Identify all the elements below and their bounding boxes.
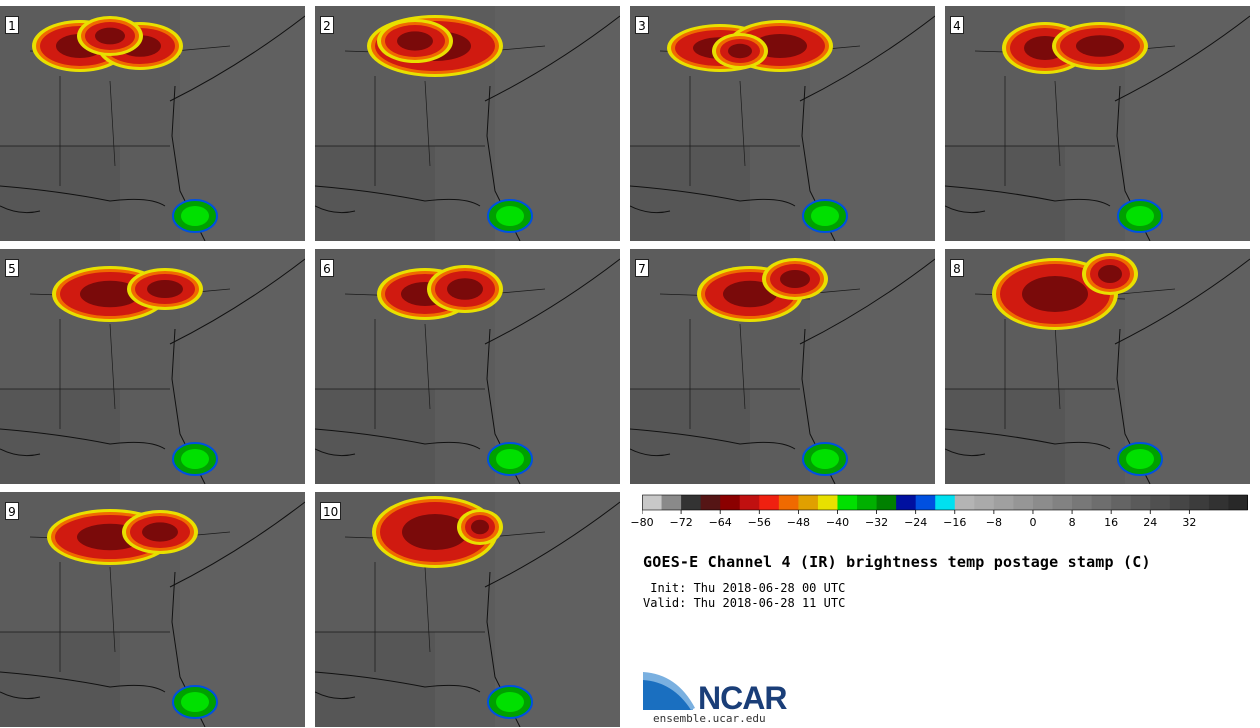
colorbar-swatch — [720, 495, 741, 510]
ncar-logo-icon — [643, 672, 695, 710]
colorbar-swatch — [1052, 495, 1073, 510]
stamp-number-label: 8 — [950, 259, 964, 277]
colorbar-tick-label: −80 — [630, 516, 654, 529]
colorbar-swatch — [778, 495, 799, 510]
colorbar-swatch — [1130, 495, 1151, 510]
stamp-number-label: 7 — [635, 259, 649, 277]
ir-map-image — [315, 6, 620, 241]
ir-map-image — [630, 6, 935, 241]
ir-map-image — [0, 6, 305, 241]
colorbar-swatch — [1032, 495, 1054, 510]
postage-stamp: 2 — [315, 6, 620, 241]
stamp-number-label: 2 — [320, 16, 334, 34]
colorbar-tick-label: −32 — [864, 516, 889, 529]
colorbar-tick-label: 8 — [1068, 516, 1076, 529]
colorbar-swatch — [896, 495, 917, 510]
colorbar-tick-label: −16 — [943, 516, 967, 529]
stamp-number-label: 10 — [320, 502, 342, 520]
colorbar-tick-label: 0 — [1029, 516, 1037, 529]
ir-map-image — [0, 492, 305, 727]
colorbar-swatch — [1208, 495, 1229, 510]
ir-map-image — [315, 249, 620, 484]
ir-map-image — [0, 249, 305, 484]
colorbar-swatch — [915, 495, 936, 510]
postage-stamp: 6 — [315, 249, 620, 484]
postage-stamp: 1 — [0, 6, 305, 241]
colorbar-swatch — [954, 495, 975, 510]
postage-stamp: 8 — [945, 249, 1250, 484]
postage-stamp: 5 — [0, 249, 305, 484]
postage-stamp: 9 — [0, 492, 305, 727]
stamp-number-label: 1 — [5, 16, 19, 34]
colorbar-swatch — [935, 495, 956, 510]
postage-stamp: 4 — [945, 6, 1250, 241]
colorbar-tick-label: −64 — [708, 516, 732, 529]
stamp-number-label: 4 — [950, 16, 964, 34]
colorbar-swatch — [661, 495, 682, 510]
colorbar-tick-label: 32 — [1182, 516, 1197, 529]
ir-map-image — [945, 249, 1250, 484]
colorbar-tick-label: −56 — [747, 516, 771, 529]
colorbar-swatch — [1013, 495, 1034, 510]
stamp-number-label: 3 — [635, 16, 649, 34]
ir-map-image — [945, 6, 1250, 241]
init-time: Init: Thu 2018-06-28 00 UTC — [643, 581, 846, 595]
colorbar-swatch — [1150, 495, 1171, 510]
colorbar-swatch — [993, 495, 1014, 510]
logo-url: ensemble.ucar.edu — [653, 712, 766, 725]
colorbar-swatch — [1189, 495, 1210, 510]
colorbar-swatch — [837, 495, 858, 510]
colorbar-tick-label: −48 — [786, 516, 810, 529]
colorbar: −80 −72 −64 −56 −48 −40 −32 −24 −16 −8 0 8 16 24 32 — [630, 494, 1249, 534]
colorbar-tick-label: 16 — [1104, 516, 1119, 529]
logo-wordmark: NCAR — [698, 680, 787, 716]
valid-time: Valid: Thu 2018-06-28 11 UTC — [643, 596, 846, 610]
colorbar-swatch — [974, 495, 995, 510]
colorbar-swatch — [857, 495, 878, 510]
colorbar-swatch — [681, 495, 702, 510]
colorbar-swatch — [1091, 495, 1112, 510]
colorbar-swatch — [1228, 495, 1249, 510]
ir-map-image — [630, 249, 935, 484]
colorbar-tick-label: 24 — [1143, 516, 1158, 529]
colorbar-swatch — [798, 495, 819, 510]
colorbar-swatch — [1111, 495, 1132, 510]
figure-title: GOES-E Channel 4 (IR) brightness temp po… — [643, 553, 1151, 571]
colorbar-swatch — [876, 495, 897, 510]
colorbar-tick-label: −8 — [985, 516, 1002, 529]
colorbar-swatch — [642, 495, 663, 510]
colorbar-tick-label: −24 — [904, 516, 928, 529]
colorbar-swatch — [759, 495, 780, 510]
postage-stamp: 7 — [630, 249, 935, 484]
postage-stamp: 3 — [630, 6, 935, 241]
colorbar-swatch — [1169, 495, 1190, 510]
stamp-number-label: 5 — [5, 259, 19, 277]
postage-stamp: 10 — [315, 492, 620, 727]
colorbar-swatch — [700, 495, 721, 510]
colorbar-swatch — [817, 495, 838, 510]
colorbar-tick-label: −72 — [669, 516, 693, 529]
colorbar-tick-label: −40 — [825, 516, 850, 529]
colorbar-swatch — [1072, 495, 1093, 510]
stamp-number-label: 6 — [320, 259, 334, 277]
stamp-number-label: 9 — [5, 502, 19, 520]
ir-map-image — [315, 492, 620, 727]
colorbar-swatch — [739, 495, 760, 510]
colorbar-swatches — [641, 494, 1249, 514]
